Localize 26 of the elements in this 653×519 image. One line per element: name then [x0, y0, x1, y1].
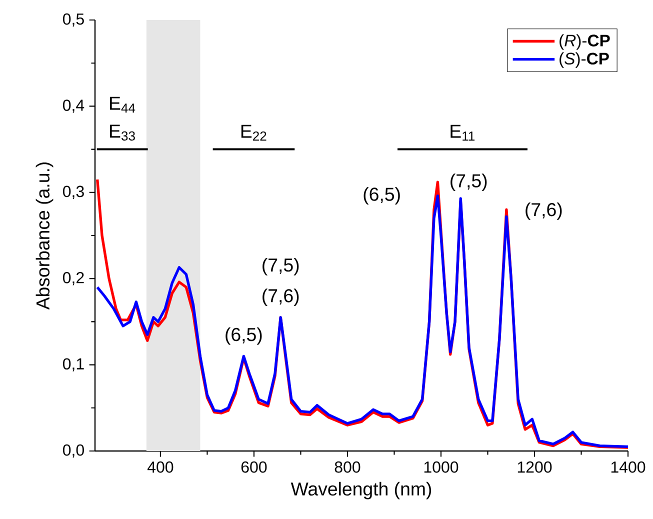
x-tick-label: 1400 — [611, 461, 646, 473]
x-tick-label: 400 — [147, 461, 174, 473]
x-tick-label: 600 — [241, 461, 267, 473]
annotation: (6,5) — [364, 187, 400, 205]
y-axis-title: Absorbance (a.u.) — [36, 162, 54, 310]
annotation: (7,6) — [526, 202, 562, 220]
annotation: (7,5) — [450, 174, 487, 192]
annotation: (7,6) — [262, 288, 299, 306]
series-label: E$_{33}$ — [110, 124, 135, 141]
series-label: E$_{22}$ — [241, 124, 266, 141]
x-tick-label: 800 — [334, 461, 360, 473]
annotation: E$_{44}$ — [110, 96, 136, 113]
series-label: E$_{11}$ — [450, 124, 475, 141]
y-tick-label: 0,5 — [62, 13, 84, 27]
annotation: (7,5) — [262, 258, 299, 276]
y-tick-label: 0,0 — [62, 444, 84, 458]
x-tick-label: 1000 — [424, 461, 458, 473]
legend-label: (R)-CP — [560, 34, 610, 50]
legend-label: (S)-CP — [560, 52, 609, 68]
y-tick-label: 0,4 — [62, 100, 84, 113]
y-tick-label: 0,1 — [62, 358, 84, 372]
y-tick-label: 0,2 — [62, 272, 84, 286]
x-tick-label: 1200 — [518, 461, 552, 473]
x-axis-title: Wavelength (nm) — [290, 482, 432, 500]
y-tick-label: 0,3 — [62, 186, 84, 200]
annotation: (6,5) — [226, 327, 262, 345]
